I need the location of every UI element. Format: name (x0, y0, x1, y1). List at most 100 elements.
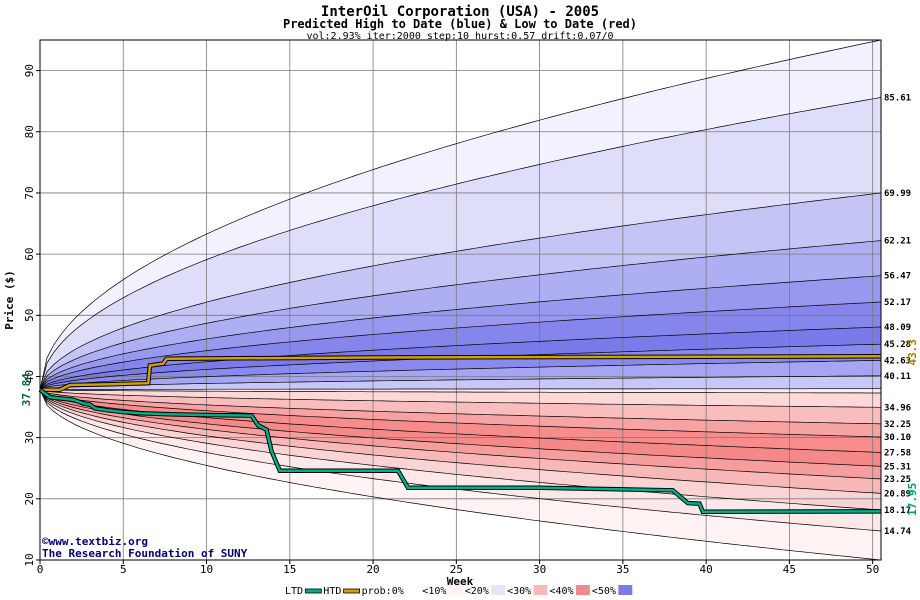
end-label: 42.63 (884, 356, 911, 366)
high-band-line-2 (40, 192, 881, 390)
y-tick-label: 40 (23, 370, 36, 383)
legend-swatch (575, 585, 590, 595)
x-tick-label: 45 (783, 563, 796, 576)
y-axis-label: Price ($) (3, 270, 16, 330)
low-band-line-10 (40, 389, 881, 394)
chart-title: InterOil Corporation (USA) - 2005 (321, 4, 599, 20)
legend-label: <20% (465, 586, 489, 597)
end-label: 18.17 (884, 506, 911, 516)
high-band-line-4 (40, 275, 881, 390)
band-lines (40, 40, 881, 560)
htd-line (40, 355, 882, 391)
x-tick-label: 30 (533, 563, 546, 576)
legend-label: <50% (592, 586, 616, 597)
high-band-line-6 (40, 326, 881, 390)
watermark-line-2: The Research Foundation of SUNY (42, 547, 248, 560)
htd-final-label: 43.3 (906, 339, 919, 366)
end-label: 52.17 (884, 298, 911, 308)
end-label: 27.58 (884, 448, 911, 458)
legend-item: <50% (592, 585, 633, 597)
y-tick-label: 70 (23, 186, 36, 199)
end-label: 32.25 (884, 420, 911, 430)
axes: 0 5 10 15 20 25 30 35 40 45 50 10 20 30 40 50 60 70 80 90 (23, 64, 879, 576)
high-band-line-8 (40, 360, 881, 391)
low-band-line-3 (40, 389, 881, 494)
low-band-line-7 (40, 389, 881, 438)
y-tick-label: 50 (23, 309, 36, 322)
series (38, 354, 882, 514)
legend-item: HTD (323, 586, 361, 597)
grid (40, 40, 881, 560)
legend-swatch (448, 585, 463, 595)
legend-item: <20% (465, 585, 506, 597)
legend-swatch (406, 585, 421, 595)
legend-item: <30% (507, 585, 548, 597)
legend-label: <40% (550, 586, 574, 597)
x-tick-label: 20 (366, 563, 379, 576)
low-band-9 (40, 389, 881, 408)
ltd-line (39, 388, 882, 513)
legend-label: LTD (285, 586, 303, 597)
legend-item: prob:0% (362, 585, 421, 597)
high-band-line-5 (40, 301, 881, 390)
end-label: 85.61 (884, 93, 911, 103)
chart-params: vol:2.93% iter:2000 step:10 hurst:0.57 d… (306, 31, 613, 42)
legend-swatch (491, 585, 506, 595)
end-label: 40.11 (884, 372, 911, 382)
end-label: 20.89 (884, 489, 911, 499)
legend-line-swatch (343, 588, 361, 594)
legend-item: <40% (550, 585, 590, 597)
chart-subtitle: Predicted High to Date (blue) & Low to D… (283, 17, 637, 31)
x-tick-label: 15 (283, 563, 296, 576)
y-tick-label: 30 (23, 431, 36, 444)
end-label: 45.28 (884, 340, 911, 350)
y-tick-label: 60 (23, 247, 36, 260)
end-labels: 85.61 69.99 62.21 56.47 52.17 48.09 45.28 42.63… (884, 93, 912, 537)
legend-swatch (618, 585, 633, 595)
legend-line-swatch (304, 588, 322, 594)
y-tick-label: 90 (23, 64, 36, 77)
end-label: 30.10 (884, 433, 911, 443)
low-band-line-0 (40, 389, 881, 560)
legend-label: <10% (422, 586, 446, 597)
x-tick-label: 5 (120, 563, 127, 576)
legend: LTD HTD prob:0% <10% <20% <30% <40% <50% (285, 585, 633, 597)
end-label: 14.74 (884, 527, 912, 537)
x-tick-label: 35 (616, 563, 629, 576)
end-label: 69.99 (884, 189, 911, 199)
high-band-line-0 (40, 40, 881, 390)
watermark: ©www.textbiz.org The Research Foundation… (42, 535, 248, 560)
legend-label: prob:0% (362, 586, 404, 597)
end-label: 25.31 (884, 462, 911, 472)
low-band-line-9 (40, 389, 881, 408)
probability-bands (40, 40, 881, 560)
high-band-line-10 (40, 388, 881, 391)
x-tick-label: 0 (37, 563, 44, 576)
x-tick-label: 10 (200, 563, 213, 576)
y-tick-label: 20 (23, 492, 36, 505)
ltd-final-label: 17.95 (906, 483, 919, 516)
end-label: 62.21 (884, 237, 911, 247)
legend-swatch (533, 585, 548, 595)
x-tick-label: 25 (450, 563, 463, 576)
legend-item: LTD (285, 586, 322, 597)
low-band-line-4 (40, 389, 881, 480)
plot-frame (39, 39, 882, 561)
legend-label: HTD (323, 586, 341, 597)
legend-item: <10% (422, 585, 463, 597)
high-band-line-1 (40, 97, 881, 390)
low-band-line-2 (40, 389, 881, 511)
legend-label: <30% (507, 586, 531, 597)
low-band-line-8 (40, 389, 881, 425)
end-label: 56.47 (884, 272, 911, 282)
y-tick-label: 80 (23, 125, 36, 138)
x-tick-label: 40 (700, 563, 713, 576)
high-band-9 (40, 375, 881, 390)
low-band-line-5 (40, 389, 881, 467)
x-tick-label: 50 (866, 563, 879, 576)
end-label: 23.25 (884, 475, 911, 485)
watermark-line-1: ©www.textbiz.org (42, 535, 148, 548)
high-band-line-9 (40, 375, 881, 391)
end-label: 34.96 (884, 403, 911, 413)
